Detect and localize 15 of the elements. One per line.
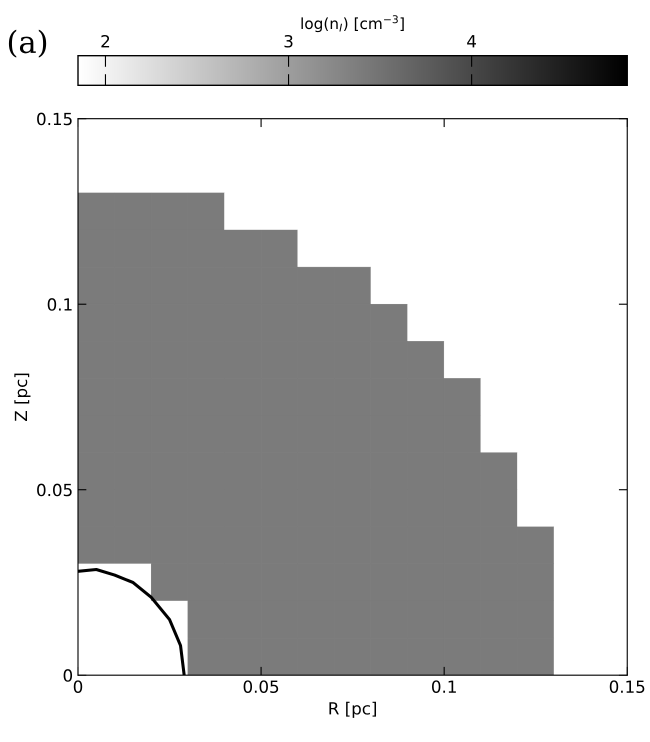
x-tick-label: 0.1 — [432, 680, 456, 693]
y-axis-title: Z [pc] — [14, 374, 30, 421]
x-tick-label: 0.05 — [244, 680, 278, 693]
y-tick-label: 0.05 — [37, 484, 72, 496]
x-tick-label: 0 — [74, 680, 82, 693]
y-tick-label: 0 — [64, 669, 72, 682]
x-axis-title: R [pc] — [329, 702, 376, 718]
color-bar-label: 3 — [284, 34, 293, 48]
color-bar-title: log(n$_{I}$) [cm$^{−3}$] — [302, 15, 404, 32]
x-tick-label: 0.15 — [610, 680, 644, 693]
y-tick-label: 0.15 — [37, 112, 72, 126]
y-tick-label: 0.1 — [48, 298, 72, 311]
text: (a) — [8, 30, 46, 58]
color-bar-label: 4 — [467, 35, 476, 48]
color-bar-label: 2 — [101, 34, 110, 48]
